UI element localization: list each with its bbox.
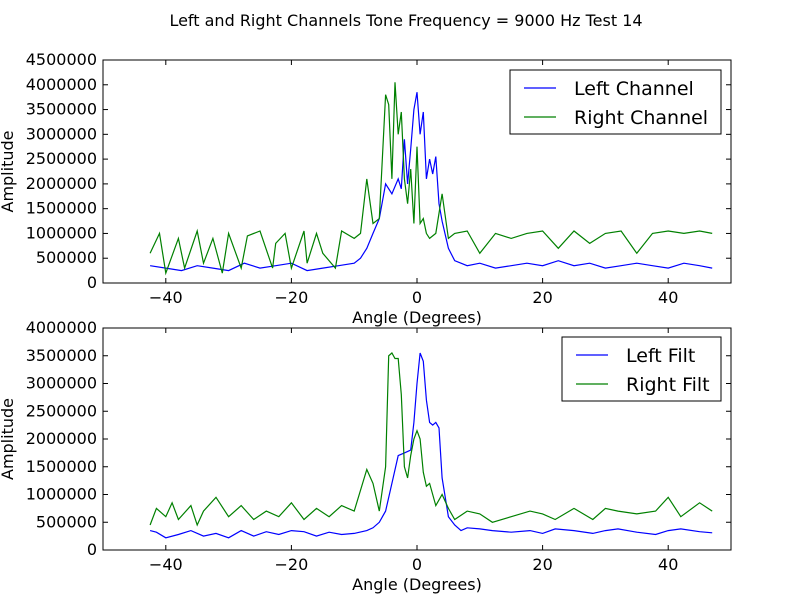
y-tick-label: 4000000 <box>26 75 97 94</box>
y-tick-label: 0 <box>87 540 97 559</box>
legend-entry-label: Right Filt <box>626 374 710 396</box>
series-line-left-channel <box>150 92 713 272</box>
series-line-left-filt <box>149 352 713 539</box>
y-tick-label: 2000000 <box>26 429 97 448</box>
y-tick-label: 1500000 <box>26 457 97 476</box>
y-tick-label: 4000000 <box>26 318 97 337</box>
y-tick-label: 500000 <box>36 512 97 531</box>
y-tick-label: 0 <box>87 273 97 292</box>
x-tick-label: 20 <box>532 555 552 574</box>
y-axis-label: Amplitude <box>0 398 17 480</box>
y-tick-label: 3000000 <box>26 374 97 393</box>
series-line-right-channel <box>149 82 713 276</box>
y-axis-label: Amplitude <box>0 131 17 213</box>
y-tick-label: 3500000 <box>26 346 97 365</box>
legend: Left Filt Right Filt <box>561 336 722 402</box>
x-axis-label: Angle (Degrees) <box>352 575 482 594</box>
x-tick-label: −40 <box>149 288 183 307</box>
figure-title: Left and Right Channels Tone Frequency =… <box>169 11 642 30</box>
legend-frame <box>561 336 722 402</box>
x-tick-label: 20 <box>532 288 552 307</box>
y-tick-label: 3000000 <box>26 124 97 143</box>
y-tick-label: 2500000 <box>26 149 97 168</box>
y-tick-label: 4500000 <box>26 50 97 69</box>
y-tick-label: 2000000 <box>26 174 97 193</box>
bottom-plot: −40 −20 0 20 40 0 500000 1000000 1500000 2000000 2… <box>0 318 732 594</box>
legend-entry-label: Left Channel <box>574 78 694 100</box>
legend-frame <box>509 69 722 135</box>
x-tick-label: −20 <box>275 555 309 574</box>
x-tick-label: 0 <box>412 288 422 307</box>
x-tick-label: −40 <box>149 555 183 574</box>
x-axis-label: Angle (Degrees) <box>352 308 482 327</box>
series-line-right-filt <box>149 352 713 527</box>
y-tick-label: 500000 <box>36 248 97 267</box>
x-tick-label: 40 <box>658 555 678 574</box>
x-tick-label: −20 <box>275 288 309 307</box>
y-tick-label: 2500000 <box>26 401 97 420</box>
x-tick-label: 40 <box>658 288 678 307</box>
legend-entry-label: Right Channel <box>574 107 708 129</box>
legend: Left Channel Right Channel <box>509 69 722 135</box>
y-tick-label: 1500000 <box>26 199 97 218</box>
legend-entry-label: Left Filt <box>626 345 695 367</box>
y-tick-label: 1000000 <box>26 223 97 242</box>
y-tick-label: 3500000 <box>26 100 97 119</box>
y-tick-label: 1000000 <box>26 485 97 504</box>
top-plot: −40 −20 0 20 40 0 500000 1000000 1500000 2000000 2… <box>0 50 732 327</box>
x-tick-label: 0 <box>412 555 422 574</box>
